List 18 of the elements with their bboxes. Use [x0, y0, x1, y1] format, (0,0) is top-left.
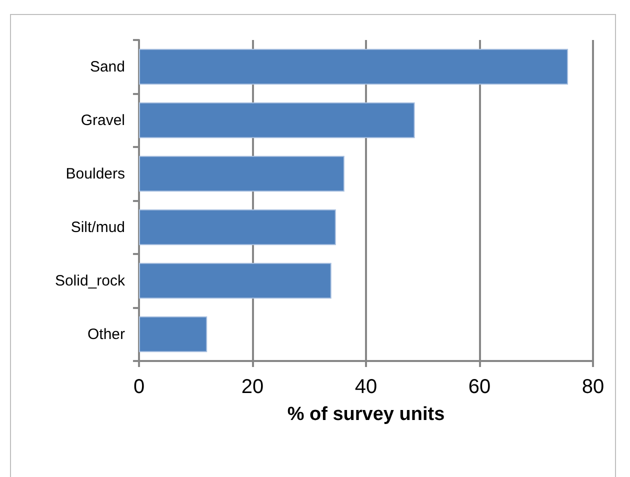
y-tick-label: Silt/mud — [70, 218, 125, 236]
x-tick-label: 60 — [468, 376, 491, 398]
bar — [139, 102, 415, 138]
x-tick-label: 0 — [133, 376, 145, 398]
x-tick-label: 20 — [241, 376, 264, 398]
x-tick-label: 40 — [354, 376, 378, 398]
bar — [139, 316, 208, 352]
y-tick-label: Gravel — [80, 112, 125, 129]
y-tick-label: Sand — [90, 58, 125, 76]
bar — [139, 156, 344, 192]
bar — [139, 262, 332, 299]
y-tick-label: Other — [87, 326, 126, 343]
x-tick-label: 80 — [582, 376, 604, 398]
y-tick-label: Solid_rock — [54, 272, 126, 290]
bar — [139, 209, 336, 246]
x-axis-title: % of survey units — [287, 404, 445, 425]
bar — [139, 48, 568, 85]
y-tick-label: Boulders — [66, 165, 125, 182]
